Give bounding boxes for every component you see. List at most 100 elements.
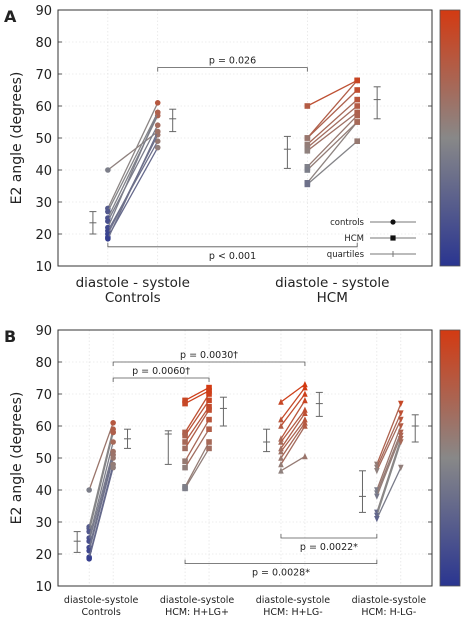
data-point	[182, 429, 188, 436]
group-0	[89, 100, 177, 242]
p-value-bracket	[184, 559, 378, 564]
data-point	[398, 436, 404, 443]
group-1	[283, 77, 381, 188]
pair-line	[376, 441, 402, 516]
y-tick-label: 10	[35, 260, 52, 275]
p-value-bracket	[280, 534, 378, 539]
data-point	[398, 464, 404, 471]
data-point	[182, 445, 188, 452]
pair-line	[280, 419, 306, 452]
y-tick-label: 50	[35, 452, 52, 467]
pair-line	[376, 467, 402, 520]
data-point	[302, 453, 308, 460]
pair-line	[184, 400, 210, 436]
data-point	[302, 384, 308, 391]
colorbar	[439, 329, 461, 587]
pair-line	[280, 425, 306, 465]
p-value-bracket	[157, 67, 308, 72]
y-tick-label: 40	[35, 484, 52, 499]
data-point	[374, 493, 380, 500]
panel-A: A 10 20 30 40 50 60 70 80 90 E2 angle (degrees) dia…	[4, 4, 461, 306]
pair-line	[184, 428, 210, 468]
pair-line	[107, 112, 159, 212]
pair-line	[88, 454, 114, 548]
data-point	[154, 122, 161, 128]
data-point	[302, 409, 308, 416]
data-point	[278, 416, 284, 423]
data-point	[398, 432, 404, 439]
legend-marker	[390, 219, 396, 225]
data-point	[304, 164, 311, 170]
data-point	[398, 429, 404, 436]
pair-line	[306, 99, 358, 145]
pair-line	[376, 425, 402, 491]
data-point	[206, 397, 212, 404]
data-point	[182, 400, 188, 407]
pair-line	[184, 387, 210, 401]
data-point	[154, 128, 161, 135]
pair-line	[306, 79, 358, 139]
legend: controls HCM quartiles	[327, 218, 416, 260]
pair-line	[376, 432, 402, 494]
data-point	[105, 218, 111, 224]
pair-line	[88, 467, 114, 559]
y-tick-label: 90	[35, 324, 52, 339]
group-label: HCM: H+LG+	[165, 607, 229, 618]
data-point	[86, 487, 92, 493]
data-point	[278, 438, 284, 445]
group-label: diastole - systole	[76, 275, 190, 291]
data-point	[278, 454, 284, 461]
data-point	[105, 236, 111, 242]
pair-line	[307, 79, 358, 107]
pair-line	[107, 102, 159, 209]
data-point	[304, 144, 311, 151]
data-point	[398, 423, 404, 430]
group-1	[164, 384, 227, 492]
data-point	[278, 461, 284, 468]
pair-line	[280, 400, 306, 440]
p-value-label: p < 0.001	[209, 251, 256, 262]
data-point	[302, 422, 308, 429]
data-point	[374, 516, 380, 523]
data-point	[304, 148, 311, 154]
data-point	[182, 397, 188, 404]
data-point	[154, 144, 161, 151]
pair-line	[306, 121, 358, 184]
legend-label: controls	[330, 218, 364, 228]
pair-line	[184, 390, 210, 405]
y-axis-label: E2 angle (degrees)	[9, 392, 25, 525]
y-tick-label: 10	[35, 580, 52, 595]
pair-line	[280, 387, 306, 420]
p-value-label: p = 0.0028*	[252, 568, 310, 579]
data-point	[354, 138, 360, 144]
pair-line	[376, 419, 402, 472]
data-point	[278, 398, 284, 405]
p-value-label: p = 0.0022*	[300, 542, 358, 553]
y-tick-label: 50	[35, 132, 52, 147]
y-tick-label: 30	[35, 196, 52, 211]
data-point	[110, 455, 116, 461]
y-tick-label: 80	[35, 36, 52, 51]
pair-line	[107, 131, 159, 171]
data-point	[304, 135, 311, 141]
data-point	[182, 458, 188, 464]
pair-line	[88, 432, 114, 532]
pair-line	[184, 393, 210, 433]
panel-letter: A	[4, 7, 17, 26]
legend-label: quartiles	[327, 250, 365, 260]
pair-line	[184, 406, 210, 443]
pair-line	[88, 451, 114, 542]
pair-line	[306, 121, 358, 171]
data-point	[105, 208, 111, 215]
data-point	[206, 416, 212, 423]
data-point	[206, 384, 212, 391]
y-tick-label: 70	[35, 68, 52, 83]
data-point	[374, 468, 380, 475]
data-point	[354, 103, 360, 109]
data-point	[86, 556, 92, 562]
data-point	[278, 422, 284, 429]
plot-frame	[57, 329, 433, 587]
data-point	[206, 445, 212, 452]
group-label: diastole-systole	[256, 595, 331, 606]
colorbar	[439, 9, 461, 267]
